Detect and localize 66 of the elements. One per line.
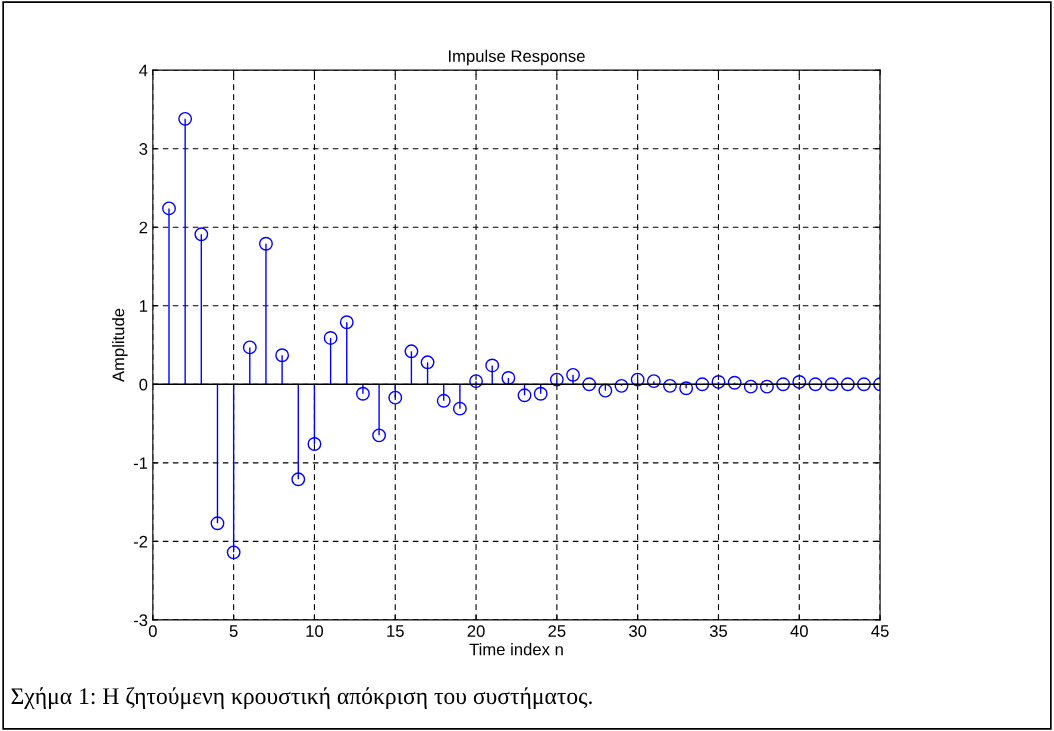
point (776, 377, 791, 392)
x-tick-label: 5 (229, 625, 238, 637)
point (840, 377, 855, 392)
point (646, 374, 661, 389)
y-tick-label: -2 (133, 535, 148, 548)
point (582, 377, 597, 392)
point (743, 379, 758, 394)
point (372, 428, 387, 443)
y-tick-label: 4 (139, 64, 148, 77)
point (420, 355, 435, 370)
point (388, 390, 403, 405)
point (517, 388, 532, 403)
x-tick-label: 45 (871, 625, 889, 637)
point (162, 201, 176, 216)
y-axis-title: Amplitude (112, 308, 128, 383)
y-tick-label: -3 (133, 614, 148, 627)
point (242, 340, 257, 355)
point (485, 358, 500, 373)
point (323, 331, 338, 345)
point (679, 381, 694, 396)
point (501, 371, 516, 385)
point (727, 375, 742, 390)
point (194, 227, 209, 242)
point (598, 383, 613, 398)
point (404, 344, 419, 359)
x-tick-label: 0 (148, 625, 157, 637)
point (436, 393, 451, 408)
y-tick-label: -1 (133, 457, 148, 469)
text: Σχήμα 1: Η ζητούμενη κρουστική απόκριση του συστήματος. (11, 687, 592, 709)
y-tick-label: 2 (139, 221, 148, 234)
x-tick-label: 10 (306, 625, 324, 637)
point (614, 378, 629, 393)
point (695, 377, 710, 392)
x-tick-label: 30 (629, 625, 647, 637)
x-tick-label: 25 (548, 625, 566, 637)
point (355, 386, 370, 401)
y-tick-label: 1 (139, 300, 148, 312)
point (226, 545, 241, 560)
point (856, 377, 871, 392)
point (533, 386, 548, 401)
point (549, 372, 564, 387)
point (824, 377, 839, 392)
point (792, 374, 807, 389)
point (808, 377, 823, 392)
point (259, 236, 273, 251)
y-tick-label: 3 (139, 143, 148, 155)
point (339, 315, 354, 330)
point (452, 401, 467, 416)
point (210, 516, 225, 531)
x-tick-label: 35 (709, 625, 728, 637)
x-tick-label: 20 (467, 625, 485, 637)
x-axis-title: Time index n (469, 643, 563, 656)
x-tick-label: 40 (790, 625, 808, 637)
point (275, 348, 290, 363)
point (711, 374, 726, 389)
point (760, 379, 774, 394)
point (469, 374, 484, 389)
y-tick-label: 0 (139, 378, 148, 391)
chart-title: Impulse Response (448, 49, 585, 66)
x-tick-label: 15 (387, 625, 404, 637)
point (663, 378, 677, 393)
point (566, 367, 580, 382)
point (630, 372, 645, 387)
point (178, 111, 193, 126)
point (291, 472, 306, 487)
point (307, 437, 322, 451)
